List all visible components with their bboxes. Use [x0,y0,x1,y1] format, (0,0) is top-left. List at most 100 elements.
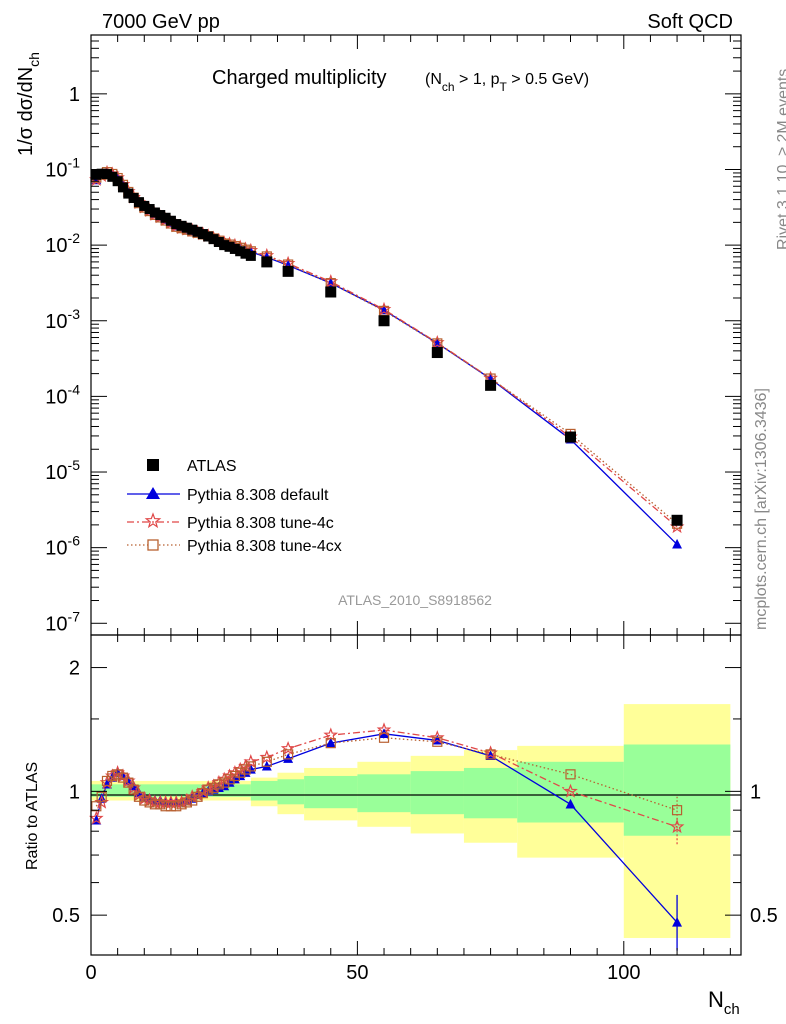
point-ratio-tune4cx-20 [197,788,208,799]
point-ratio-default-32 [325,737,336,748]
atlas-point-18 [187,224,198,235]
point-ratio-tune4c-37 [669,819,685,834]
atlas-point-1 [96,168,107,179]
atlas-point-9 [139,200,150,211]
legend: ATLAS Pythia 8.308 default Pythia 8.308 … [127,458,342,555]
point-ratio-tune4cx-35 [485,749,496,760]
legend-atlas-marker [147,459,159,471]
atlas-point-17 [181,222,192,233]
atlas-point-10 [144,204,155,215]
point-ratio-tune4c-30 [259,749,275,764]
legend-tune4c-marker [144,512,162,529]
point-ratio-tune4cx-22 [208,782,219,793]
atlas-point-37 [671,514,683,526]
atlas-point-33 [378,315,390,327]
x-axis-label: Nch [708,987,740,1018]
uncertainty-bands [91,704,731,938]
y-tick-label-7: 1 [69,84,80,106]
atlas-point-16 [176,220,187,231]
point-ratio-tune4cx-32 [325,738,336,749]
point-ratio-tune4c-18 [184,789,200,803]
point-ratio-tune4cx-18 [187,795,198,806]
point-ratio-tune4cx-36 [565,769,576,780]
atlas-point-19 [192,226,203,237]
atlas-point-32 [325,286,337,298]
ratio-y-tick-label-2: 2 [69,658,80,680]
point-ratio-tune4cx-23 [213,779,224,790]
atlas-point-13 [160,212,171,223]
atlas-point-21 [203,231,214,242]
band-inner-2 [277,779,305,805]
point-ratio-tune4cx-0 [91,801,102,812]
atlas-point-29 [245,250,256,261]
y-tick-label-5: 10-2 [45,230,80,257]
point-ratio-tune4cx-27 [235,767,246,778]
point-ratio-tune4cx-25 [224,774,235,785]
atlas-point-20 [197,229,208,240]
ratio-y-tick-label-right-0: 0.5 [750,905,778,927]
point-ratio-tune4cx-30 [261,756,272,767]
point-ratio-tune4cx-26 [229,770,240,782]
point-ratio-tune4c-29 [243,754,259,768]
point-ratio-tune4c-36 [563,783,578,798]
atlas-point-6 [123,188,134,199]
legend-default-label: Pythia 8.308 default [187,487,329,504]
band-inner-4 [357,774,411,813]
atlas-point-31 [282,265,294,277]
atlas-point-5 [117,182,128,193]
point-ratio-tune4cx-24 [219,777,230,788]
point-ratio-tune4cx-10 [144,797,155,808]
point-main-default-37 [672,538,683,549]
point-ratio-tune4cx-34 [432,736,443,747]
x-tick-label-1: 50 [346,962,368,984]
band-inner-5 [410,771,464,815]
point-ratio-tune4cx-15 [171,801,182,812]
point-ratio-tune4cx-19 [192,791,203,802]
y-tick-label-1: 10-6 [45,533,80,560]
legend-default-marker [146,487,160,499]
atlas-point-12 [155,210,166,221]
point-ratio-tune4cx-11 [149,799,161,810]
atlas-point-26 [229,243,240,254]
point-ratio-tune4cx-17 [181,797,193,808]
atlas-point-23 [213,236,224,247]
x-tick-label-0: 0 [85,962,96,984]
atlas-point-34 [431,347,443,359]
point-ratio-default-2 [102,778,112,789]
band-inner-6 [463,767,518,819]
atlas-point-14 [165,215,176,226]
atlas-point-3 [107,171,118,182]
process-label: Soft QCD [647,11,733,33]
atlas-point-24 [219,240,230,251]
atlas-point-27 [235,246,246,257]
title-cut: (Nch > 1, pT > 0.5 GeV) [425,71,589,94]
point-ratio-tune4c-33 [376,722,392,737]
point-ratio-tune4c-26 [227,764,243,780]
point-ratio-tune4cx-12 [155,799,166,810]
band-inner-3 [304,775,358,809]
ratio-y-tick-label-right-1: 1 [750,781,761,803]
point-ratio-tune4cx-31 [283,749,294,760]
legend-tune4cx-label: Pythia 8.308 tune-4cx [187,538,342,555]
point-ratio-tune4cx-1 [96,791,107,802]
mcplots-label: mcplots.cern.ch [arXiv:1306.3436] [753,388,770,630]
point-ratio-tune4c-24 [216,771,232,786]
atlas-point-28 [240,248,251,259]
analysis-id-label: ATLAS_2010_S8918562 [338,592,492,608]
atlas-point-30 [261,256,273,268]
point-ratio-tune4cx-13 [160,801,171,812]
legend-tune4c-label: Pythia 8.308 tune-4c [187,515,334,532]
y-tick-label-2: 10-5 [45,457,80,484]
series-markers [88,164,685,951]
point-ratio-tune4cx-6 [123,777,134,788]
atlas-point-36 [565,431,577,443]
point-ratio-tune4c-0 [88,810,104,825]
ratio-plot-frame [90,634,742,956]
point-ratio-tune4cx-29 [245,761,256,772]
atlas-point-0 [91,169,102,180]
atlas-point-22 [208,234,219,245]
point-ratio-tune4cx-9 [139,795,150,806]
atlas-point-4 [112,176,123,187]
axis-ticks: 0 50 100 10-7 10-6 10-5 10-4 10-3 10-2 10-1 1 0.5 0.… [45,34,778,984]
rivet-version-label: Rivet 3.1.10, ≥ 2M events [775,69,786,250]
